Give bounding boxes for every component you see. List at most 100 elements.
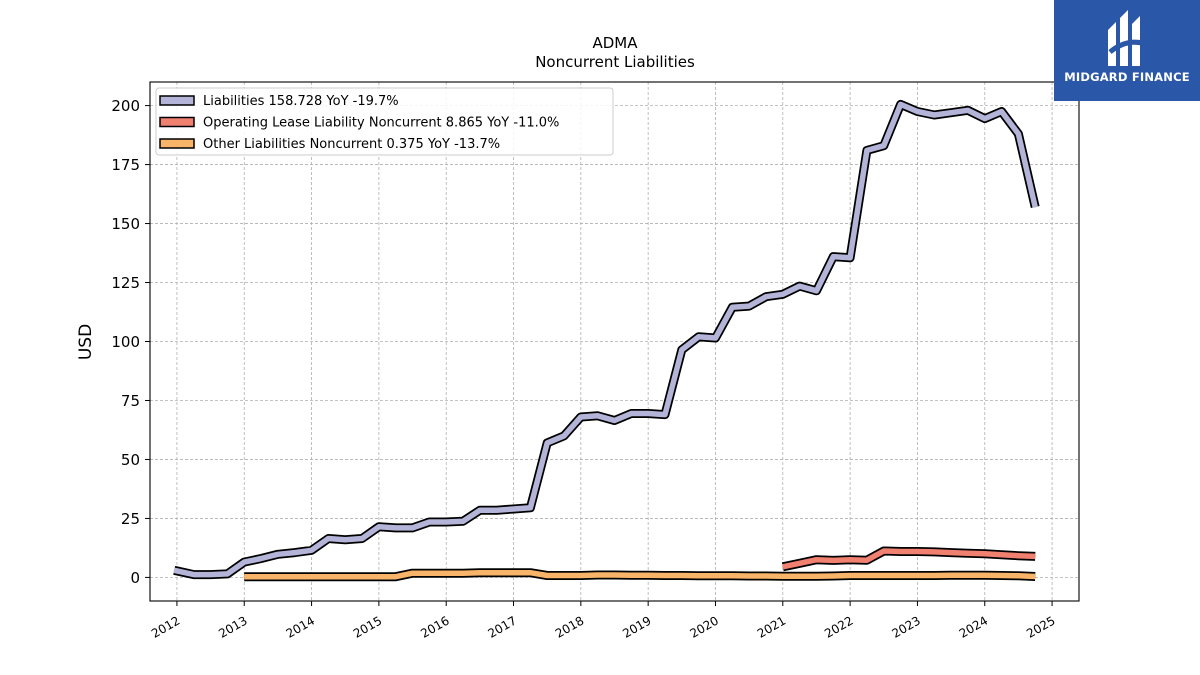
y-tick-label: 150 bbox=[111, 215, 140, 233]
data-point bbox=[193, 574, 195, 576]
data-point bbox=[344, 576, 346, 578]
x-tick-label: 2020 bbox=[688, 613, 721, 640]
data-point bbox=[681, 349, 683, 351]
data-point bbox=[529, 572, 532, 574]
series-line bbox=[244, 569, 1036, 580]
series-layer bbox=[173, 99, 1040, 582]
data-point bbox=[916, 110, 919, 113]
data-point bbox=[664, 574, 666, 577]
data-point bbox=[849, 574, 851, 577]
data-point bbox=[916, 574, 919, 577]
data-point bbox=[1017, 555, 1020, 557]
data-point bbox=[445, 572, 447, 574]
x-tick-label: 2016 bbox=[418, 613, 451, 640]
data-point bbox=[378, 576, 380, 578]
data-point bbox=[967, 109, 969, 111]
data-point bbox=[933, 551, 935, 553]
data-point bbox=[714, 575, 717, 577]
data-point bbox=[613, 419, 616, 422]
x-tick-label: 2018 bbox=[553, 613, 586, 640]
data-point bbox=[479, 572, 481, 574]
data-point bbox=[782, 566, 784, 568]
data-point bbox=[967, 574, 969, 576]
x-tick-label: 2021 bbox=[755, 613, 788, 640]
data-point bbox=[630, 412, 632, 415]
data-point bbox=[900, 574, 902, 577]
data-point bbox=[1001, 110, 1003, 113]
data-point bbox=[428, 521, 430, 523]
legend-label: Other Liabilities Noncurrent 0.375 YoY -… bbox=[203, 137, 500, 152]
data-point bbox=[731, 306, 733, 308]
data-point bbox=[260, 557, 262, 560]
data-point bbox=[681, 574, 683, 577]
data-point bbox=[597, 415, 599, 417]
grid-lines bbox=[150, 82, 1079, 601]
data-point bbox=[260, 576, 262, 578]
data-point bbox=[411, 572, 414, 574]
data-point bbox=[799, 575, 801, 577]
data-point bbox=[883, 574, 885, 577]
data-point bbox=[496, 572, 498, 574]
data-point bbox=[984, 118, 986, 120]
y-axis-label: USD bbox=[76, 324, 96, 360]
data-point bbox=[462, 520, 464, 522]
chart-subtitle: Noncurrent Liabilities bbox=[535, 53, 695, 71]
series-line bbox=[173, 101, 1038, 578]
legend: Liabilities 158.728 YoY -19.7% Operating … bbox=[155, 87, 614, 156]
data-point bbox=[1034, 555, 1036, 558]
data-point bbox=[731, 575, 733, 577]
chart-title: ADMA bbox=[592, 34, 638, 52]
x-tick-label: 2012 bbox=[149, 613, 182, 640]
data-point bbox=[173, 569, 175, 571]
data-point bbox=[277, 553, 279, 555]
data-point bbox=[815, 290, 818, 292]
data-point bbox=[1001, 554, 1003, 556]
data-point bbox=[395, 527, 397, 529]
y-tick-label: 50 bbox=[121, 451, 140, 469]
series-line bbox=[782, 548, 1036, 570]
data-point bbox=[883, 550, 885, 552]
data-point bbox=[933, 574, 935, 577]
x-tick-label: 2014 bbox=[284, 613, 317, 640]
plot-area-border bbox=[149, 81, 1080, 602]
data-point bbox=[647, 412, 649, 415]
data-point bbox=[900, 550, 902, 553]
y-tick-label: 25 bbox=[121, 510, 140, 528]
data-point bbox=[479, 509, 481, 511]
data-point bbox=[984, 574, 986, 576]
data-point bbox=[815, 559, 818, 561]
legend-label: Operating Lease Liability Noncurrent 8.8… bbox=[203, 116, 559, 131]
x-tick-label: 2022 bbox=[822, 613, 855, 640]
data-point bbox=[849, 257, 851, 259]
data-point bbox=[277, 576, 279, 578]
data-point bbox=[361, 576, 363, 578]
data-point bbox=[698, 575, 700, 577]
data-point bbox=[1034, 575, 1036, 578]
data-point bbox=[984, 553, 986, 555]
data-point bbox=[563, 574, 565, 577]
data-point bbox=[950, 112, 952, 114]
data-point bbox=[832, 559, 834, 562]
data-point bbox=[883, 145, 885, 147]
data-point bbox=[243, 561, 245, 563]
data-point bbox=[950, 574, 952, 576]
data-point bbox=[243, 576, 245, 578]
y-tick-label: 175 bbox=[111, 156, 140, 174]
data-point bbox=[411, 527, 414, 529]
data-point bbox=[849, 559, 851, 561]
data-point bbox=[210, 574, 212, 576]
data-point bbox=[832, 575, 834, 577]
data-point bbox=[597, 574, 599, 576]
data-point bbox=[815, 575, 818, 577]
data-point bbox=[630, 574, 632, 576]
data-point bbox=[311, 576, 313, 578]
y-tick-label: 75 bbox=[121, 392, 140, 410]
data-point bbox=[782, 293, 784, 295]
data-point bbox=[580, 416, 582, 418]
data-point bbox=[664, 414, 666, 416]
legend-swatch bbox=[159, 138, 195, 149]
data-point bbox=[294, 576, 296, 578]
y-axis: 0 25 50 75 100 125 150 175 200 bbox=[111, 97, 150, 587]
data-point bbox=[698, 336, 700, 338]
